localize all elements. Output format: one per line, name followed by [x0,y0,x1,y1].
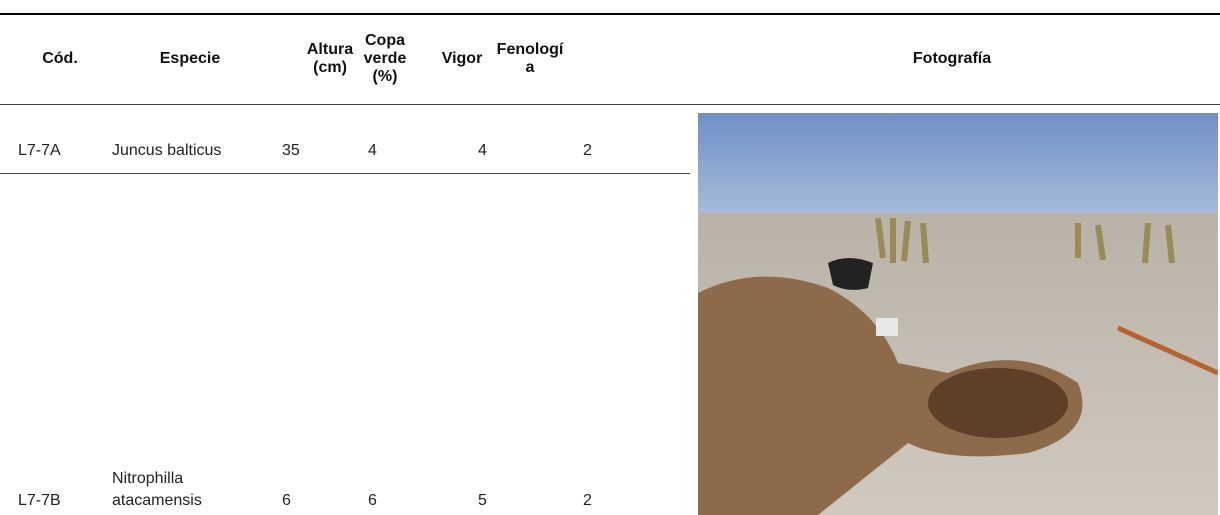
column-header: Fotografía [912,50,992,67]
table-cell: 5 [478,492,487,509]
header-rule [0,104,1220,105]
table-cell: 2 [583,142,592,159]
column-header: Especie [159,50,221,67]
photo [698,113,1218,515]
table-cell: 2 [583,492,592,509]
column-header: Altura (cm) [306,41,354,76]
table-cell: 4 [478,142,487,159]
table-cell: 6 [368,492,377,509]
table-cell: L7-7A [18,142,61,159]
column-header: Copa verde (%) [363,32,407,85]
row-rule [0,173,690,174]
table-cell: 35 [282,142,300,159]
column-header: Fenología [496,41,564,76]
table-cell: 4 [368,142,377,159]
top-rule [0,13,1220,15]
table-cell: Nitrophilla atacamensis [112,470,202,509]
table-cell: Juncus balticus [112,142,222,159]
table-cell: L7-7B [18,492,61,509]
table-cell: 6 [282,492,291,509]
column-header: Cód. [42,50,78,67]
column-header: Vigor [441,50,483,67]
